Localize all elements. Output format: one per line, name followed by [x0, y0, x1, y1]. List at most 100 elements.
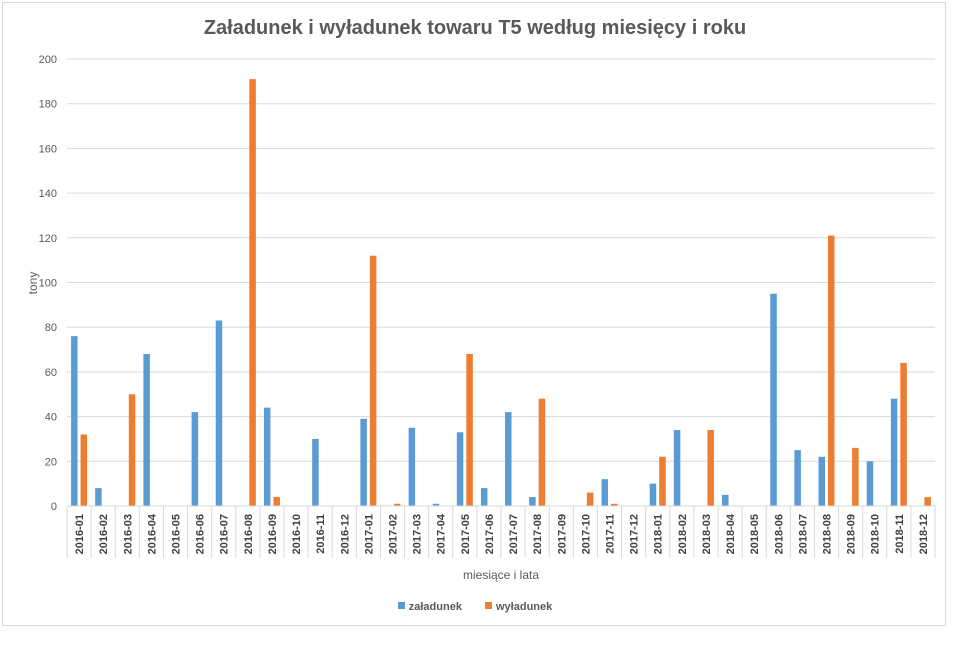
y-axis-label: tony — [26, 272, 40, 295]
bar-wyladunek-2016-01 — [80, 434, 88, 506]
chart-title: Załadunek i wyładunek towaru T5 według m… — [203, 17, 747, 39]
legend-label-zaladunek: załadunek — [408, 601, 462, 613]
x-tick-label: 2018-04 — [725, 513, 737, 554]
x-tick-label: 2018-09 — [846, 514, 858, 554]
bar-wyladunek-2018-12 — [924, 497, 931, 506]
bar-zaladunek-2016-07 — [215, 320, 223, 506]
legend-item-zaladunek: załadunek — [397, 601, 462, 613]
y-tick-label: 200 — [39, 54, 57, 66]
x-tick-label: 2017-09 — [556, 514, 568, 554]
x-tick-label: 2016-08 — [243, 514, 255, 554]
x-tick-label: 2017-08 — [532, 514, 544, 554]
x-tick-label: 2018-12 — [918, 514, 930, 554]
x-tick-label: 2017-04 — [436, 513, 448, 554]
bar-wyladunek-2017-05 — [466, 354, 473, 506]
x-tick-label: 2018-08 — [822, 514, 834, 554]
x-tick-label: 2017-07 — [508, 514, 520, 554]
bar-zaladunek-2016-11 — [312, 438, 319, 506]
x-tick-label: 2016-05 — [171, 514, 183, 554]
bar-wyladunek-2017-01 — [369, 255, 377, 506]
bar-zaladunek-2018-04 — [722, 494, 729, 506]
y-tick-label: 120 — [39, 233, 57, 245]
y-tick-label: 140 — [39, 188, 57, 200]
x-tick-label: 2017-01 — [363, 514, 375, 554]
x-tick-label: 2016-02 — [98, 514, 110, 554]
bar-zaladunek-2016-06 — [191, 412, 199, 506]
x-tick-label: 2017-05 — [460, 514, 472, 554]
bar-zaladunek-2018-07 — [794, 450, 801, 506]
x-axis-ticks: 2016-01 2016-02 2016-03 2016-04 2016-05 2016-… — [66, 505, 936, 558]
y-tick-label: 0 — [51, 501, 57, 513]
x-axis-label: miesiące i lata — [463, 568, 539, 582]
x-tick-label: 2017-10 — [580, 514, 592, 554]
x-tick-label: 2018-07 — [797, 514, 809, 554]
bars — [71, 79, 931, 507]
x-tick-label: 2016-03 — [122, 514, 134, 554]
bar-zaladunek-2017-06 — [480, 488, 488, 506]
x-tick-label: 2017-03 — [412, 514, 424, 554]
bar-zaladunek-2018-10 — [866, 461, 874, 506]
bar-wyladunek-2017-02 — [394, 503, 401, 506]
bar-zaladunek-2017-08 — [529, 497, 536, 506]
y-tick-label: 80 — [45, 322, 57, 334]
x-tick-label: 2016-11 — [315, 514, 327, 554]
bar-zaladunek-2018-02 — [673, 430, 681, 506]
bar-zaladunek-2018-06 — [770, 293, 777, 506]
x-tick-label: 2016-09 — [267, 514, 279, 554]
bar-wyladunek-2017-10 — [586, 492, 594, 506]
bar-zaladunek-2016-09 — [263, 407, 271, 506]
x-tick-label: 2016-12 — [339, 514, 351, 554]
y-tick-label: 60 — [45, 367, 57, 379]
y-tick-label: 40 — [45, 412, 57, 424]
bar-zaladunek-2017-05 — [456, 432, 464, 506]
x-tick-label: 2018-03 — [701, 514, 713, 554]
bar-zaladunek-2017-03 — [408, 427, 416, 506]
x-tick-label: 2016-07 — [219, 514, 231, 554]
x-tick-label: 2018-11 — [894, 514, 906, 554]
bar-zaladunek-2017-07 — [505, 412, 512, 506]
bar-wyladunek-2016-08 — [249, 79, 256, 507]
legend-label-wyladunek: wyładunek — [496, 601, 553, 613]
x-tick-label: 2017-12 — [629, 514, 641, 554]
x-tick-label: 2016-01 — [74, 514, 86, 554]
x-tick-label: 2018-10 — [870, 514, 882, 554]
bar-wyladunek-2016-03 — [128, 394, 136, 506]
bar-zaladunek-2017-11 — [601, 479, 608, 506]
bar-zaladunek-2017-01 — [360, 418, 367, 506]
chart-frame: Załadunek i wyładunek towaru T5 według m… — [2, 2, 946, 626]
bar-zaladunek-2017-04 — [432, 503, 440, 506]
bar-zaladunek-2016-02 — [95, 488, 102, 506]
x-tick-label: 2018-06 — [773, 514, 785, 554]
legend-item-wyladunek: wyładunek — [485, 601, 552, 613]
bar-wyladunek-2016-09 — [273, 497, 280, 506]
x-tick-label: 2016-04 — [146, 513, 158, 554]
legend-swatch-wyladunek — [485, 602, 492, 609]
bar-wyladunek-2018-03 — [707, 430, 714, 506]
x-tick-label: 2016-06 — [195, 514, 207, 554]
y-tick-label: 160 — [39, 143, 57, 155]
bar-zaladunek-2016-04 — [143, 354, 150, 506]
legend: załadunek wyładunek — [3, 601, 947, 613]
x-tick-label: 2017-06 — [484, 514, 496, 554]
x-tick-label: 2018-02 — [677, 514, 689, 554]
bar-wyladunek-2017-11 — [611, 503, 618, 506]
bar-wyladunek-2018-11 — [900, 362, 907, 506]
y-tick-label: 20 — [45, 456, 57, 468]
y-tick-label: 180 — [39, 99, 57, 111]
y-tick-label: 100 — [39, 278, 57, 290]
x-tick-label: 2018-05 — [749, 514, 761, 554]
legend-swatch-zaladunek — [397, 602, 405, 609]
bar-zaladunek-2018-01 — [649, 483, 657, 506]
y-axis-ticks: 0 20 40 60 80 100 120 140 160 180 200 — [39, 54, 57, 513]
bar-wyladunek-2018-08 — [828, 235, 835, 506]
bar-zaladunek-2018-08 — [818, 456, 825, 506]
bar-zaladunek-2018-11 — [890, 398, 898, 506]
x-tick-label: 2017-02 — [388, 514, 400, 554]
bar-zaladunek-2016-01 — [71, 336, 78, 506]
bar-wyladunek-2018-01 — [659, 456, 666, 506]
bar-wyladunek-2018-09 — [852, 447, 859, 506]
x-tick-label: 2018-01 — [653, 514, 665, 554]
bar-wyladunek-2017-08 — [538, 398, 546, 506]
x-tick-label: 2016-10 — [291, 514, 303, 554]
